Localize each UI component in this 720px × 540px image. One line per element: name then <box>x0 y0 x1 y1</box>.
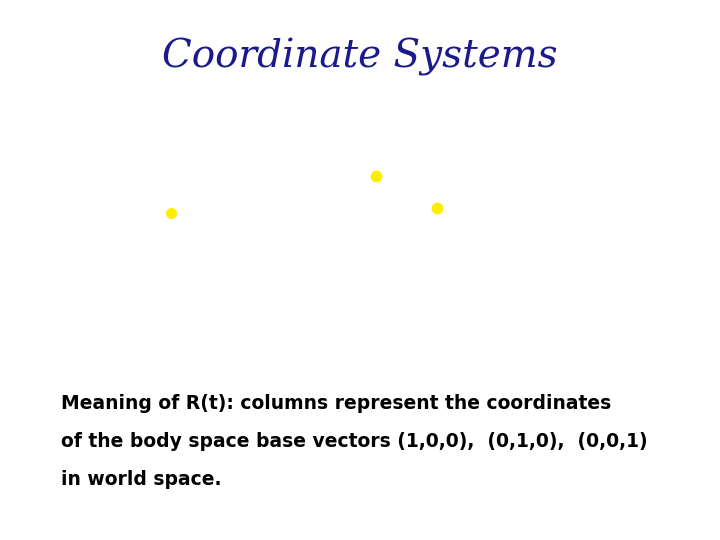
Text: 0: 0 <box>117 243 127 257</box>
Text: body space: body space <box>86 364 153 377</box>
Text: in world space.: in world space. <box>61 470 222 489</box>
Text: Coordinate Systems: Coordinate Systems <box>162 38 558 76</box>
Text: world space: world space <box>341 364 412 377</box>
Text: $x(t)$: $x(t)$ <box>343 158 366 173</box>
Text: $p_0$: $p_0$ <box>177 201 192 215</box>
Text: of the body space base vectors (1,0,0),  (0,1,0),  (0,0,1): of the body space base vectors (1,0,0), … <box>61 432 648 451</box>
Text: $p(t)$: $p(t)$ <box>441 213 465 231</box>
Text: Meaning of R(t): columns represent the coordinates: Meaning of R(t): columns represent the c… <box>61 394 611 413</box>
